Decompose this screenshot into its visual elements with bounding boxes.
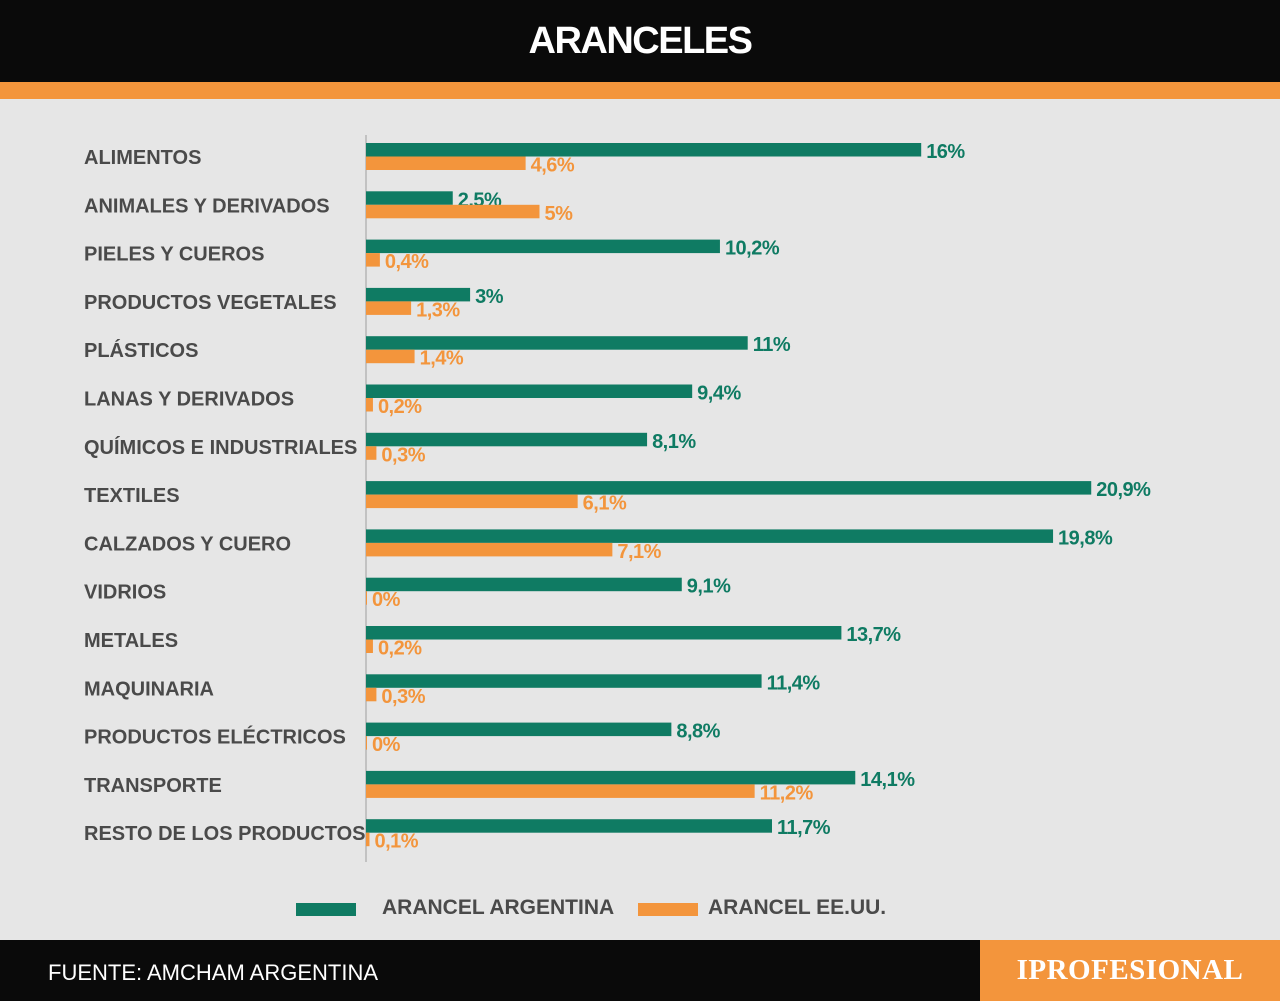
- legend: ARANCEL ARGENTINA ARANCEL EE.UU.: [0, 892, 1280, 926]
- category-label: ALIMENTOS: [84, 147, 201, 169]
- legend-swatch-argentina: [296, 903, 356, 916]
- legend-label-argentina: ARANCEL ARGENTINA: [382, 896, 615, 919]
- legend-label-usa: ARANCEL EE.UU.: [708, 896, 887, 919]
- brand-box: IPROFESIONAL: [980, 940, 1280, 1001]
- data-label-usa: 1,4%: [420, 348, 464, 370]
- data-label-usa: 4,6%: [531, 155, 575, 177]
- category-label: PLÁSTICOS: [84, 339, 198, 362]
- data-label-argentina: 20,9%: [1096, 479, 1151, 501]
- data-label-usa: 0,3%: [381, 444, 425, 466]
- bar-usa: [366, 591, 367, 605]
- data-label-argentina: 14,1%: [860, 769, 915, 791]
- data-label-argentina: 11%: [753, 334, 791, 356]
- bar-argentina: [366, 481, 1092, 495]
- bar-argentina: [366, 191, 453, 205]
- bar-argentina: [366, 287, 471, 302]
- data-label-argentina: 11,7%: [777, 817, 831, 839]
- bar-usa: [366, 832, 370, 847]
- bar-usa: [366, 639, 373, 653]
- category-label: ANIMALES Y DERIVADOS: [84, 195, 330, 217]
- data-label-usa: 6,1%: [583, 493, 627, 515]
- category-label: METALES: [84, 630, 178, 652]
- data-label-usa: 0,1%: [374, 831, 418, 853]
- bar-chart: ALIMENTOS 16%4,6%ANIMALES Y DERIVADOS 2,5%…: [84, 135, 1152, 862]
- category-label: LANAS Y DERIVADOS: [84, 389, 294, 411]
- legend-swatch-usa: [638, 903, 698, 916]
- bar-usa: [366, 349, 415, 364]
- data-label-usa: 5%: [545, 203, 574, 225]
- category-label: QUÍMICOS E INDUSTRIALES: [84, 436, 357, 459]
- data-label-argentina: 3%: [475, 286, 504, 308]
- category-label: CALZADOS Y CUERO: [84, 533, 291, 555]
- bar-argentina: [366, 722, 672, 737]
- data-label-usa: 0,2%: [378, 396, 422, 418]
- bar-usa: [366, 156, 526, 170]
- bar-argentina: [366, 384, 693, 398]
- category-label: MAQUINARIA: [84, 678, 214, 700]
- bar-argentina: [366, 239, 720, 254]
- data-label-argentina: 10,2%: [725, 238, 780, 260]
- data-label-argentina: 8,1%: [652, 431, 696, 453]
- bar-usa: [366, 736, 367, 750]
- bar-usa: [366, 398, 373, 412]
- data-label-usa: 1,3%: [416, 299, 460, 321]
- bar-argentina: [366, 529, 1054, 543]
- bar-argentina: [366, 432, 648, 447]
- bar-usa: [366, 687, 377, 702]
- header-bar: ARANCELES: [0, 0, 1280, 82]
- bar-usa: [366, 784, 755, 798]
- data-label-argentina: 16%: [926, 141, 965, 163]
- bar-argentina: [366, 770, 856, 785]
- data-label-usa: 0,3%: [381, 686, 425, 708]
- brand-logo: IPROFESIONAL: [1016, 954, 1244, 986]
- data-label-argentina: 8,8%: [676, 721, 720, 743]
- data-label-usa: 11,2%: [760, 782, 814, 804]
- footer-bar: FUENTE: AMCHAM ARGENTINA IPROFESIONAL: [0, 940, 1280, 1001]
- source-note: FUENTE: AMCHAM ARGENTINA: [48, 960, 379, 985]
- bar-usa: [366, 301, 412, 315]
- bar-usa: [366, 494, 578, 509]
- data-label-usa: 0%: [372, 734, 401, 756]
- accent-band: [0, 82, 1280, 99]
- bar-usa: [366, 204, 540, 219]
- data-label-usa: 0,2%: [378, 638, 422, 660]
- bar-usa: [366, 253, 380, 267]
- category-label: PRODUCTOS ELÉCTRICOS: [84, 726, 346, 749]
- data-label-usa: 0%: [372, 589, 401, 611]
- bar-usa: [366, 542, 613, 557]
- bar-argentina: [366, 336, 748, 350]
- bar-argentina: [366, 819, 772, 833]
- bar-argentina: [366, 143, 922, 157]
- bar-usa: [366, 446, 377, 460]
- data-label-argentina: 19,8%: [1058, 527, 1113, 549]
- data-label-argentina: 9,1%: [687, 576, 731, 598]
- bar-argentina: [366, 577, 682, 592]
- data-label-usa: 0,4%: [385, 251, 429, 273]
- category-label: TRANSPORTE: [84, 775, 222, 797]
- category-label: TEXTILES: [84, 485, 180, 507]
- category-label: RESTO DE LOS PRODUCTOS: [84, 823, 366, 845]
- chart-title: ARANCELES: [528, 19, 753, 62]
- category-label: VIDRIOS: [84, 582, 166, 604]
- category-label: PRODUCTOS VEGETALES: [84, 292, 337, 314]
- data-label-usa: 7,1%: [617, 541, 661, 563]
- data-label-argentina: 9,4%: [697, 383, 741, 405]
- data-label-argentina: 11,4%: [767, 672, 821, 694]
- data-label-argentina: 13,7%: [846, 624, 901, 646]
- category-label: PIELES Y CUEROS: [84, 244, 264, 266]
- bar-argentina: [366, 626, 842, 640]
- bar-argentina: [366, 674, 762, 688]
